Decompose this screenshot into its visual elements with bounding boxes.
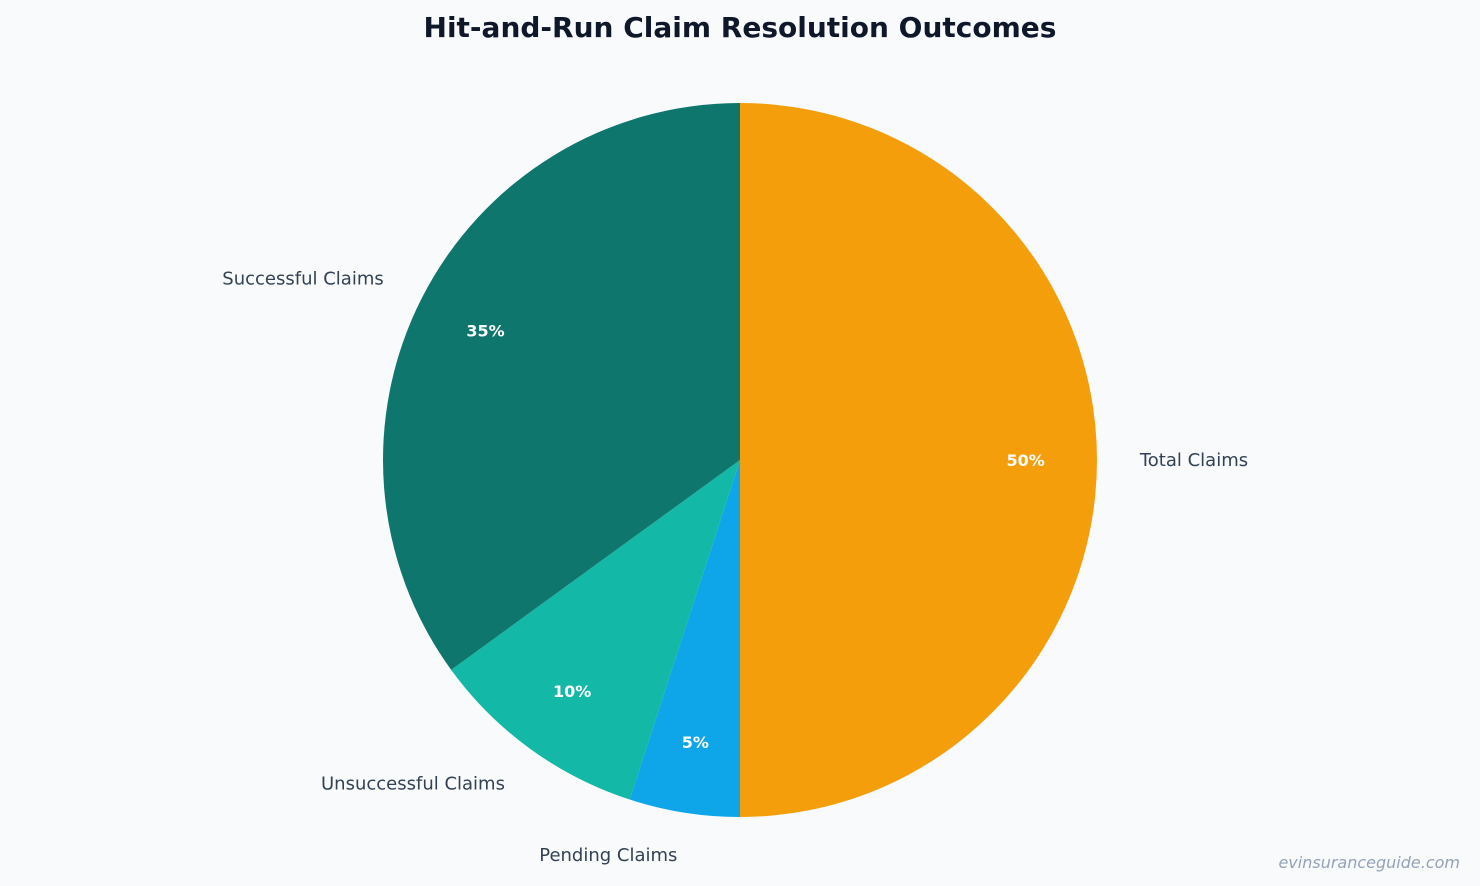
pie-slices bbox=[382, 103, 1097, 817]
chart-title: Hit-and-Run Claim Resolution Outcomes bbox=[424, 11, 1057, 44]
pie-slice-successful-claims bbox=[382, 103, 740, 670]
slice-category-label: Successful Claims bbox=[222, 268, 383, 289]
slice-category-label: Pending Claims bbox=[539, 845, 677, 866]
slice-percent-label: 50% bbox=[1006, 451, 1044, 470]
pie-slice-total-claims bbox=[740, 103, 1097, 817]
pie-slice-pending-claims bbox=[629, 460, 740, 817]
pie-slice-unsuccessful-claims bbox=[451, 460, 740, 800]
slice-percent-label: 5% bbox=[682, 733, 709, 752]
pie-labels: 50% Total Claims 5% Pending Claims 10% Unsucc… bbox=[222, 268, 1248, 865]
slice-category-label: Unsuccessful Claims bbox=[321, 773, 505, 794]
slice-category-label: Total Claims bbox=[1139, 450, 1248, 471]
slice-percent-label: 10% bbox=[553, 682, 591, 701]
watermark: evinsuranceguide.com bbox=[1278, 853, 1460, 872]
slice-percent-label: 35% bbox=[466, 321, 504, 340]
